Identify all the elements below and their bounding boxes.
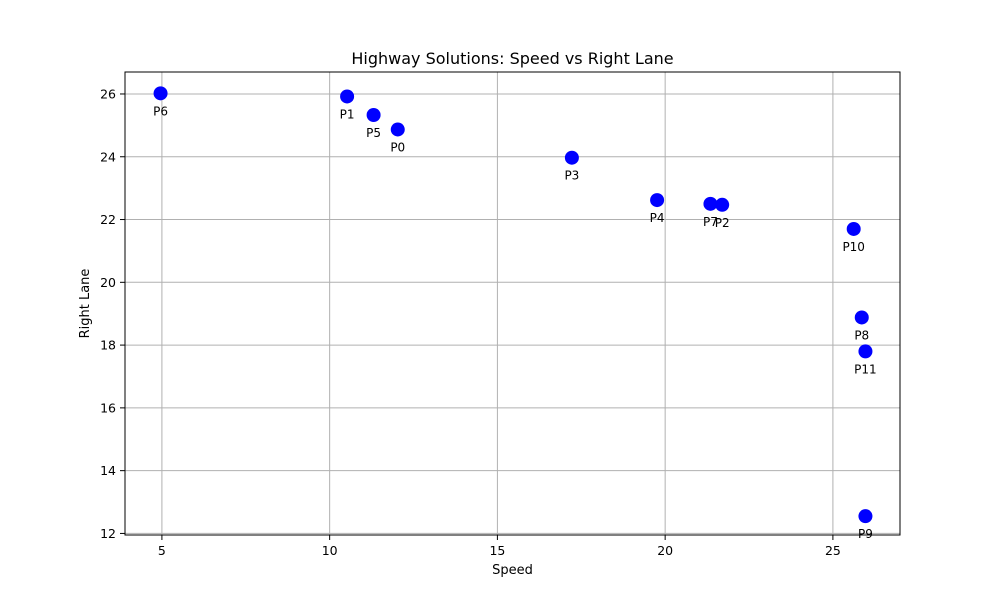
y-tick-label: 22	[100, 212, 116, 227]
y-tick-label: 18	[100, 338, 116, 353]
data-point-label: P9	[858, 527, 873, 541]
y-tick-label: 26	[100, 86, 116, 101]
data-point	[846, 221, 861, 236]
data-point	[366, 108, 381, 123]
data-point	[390, 122, 405, 137]
x-axis-label: Speed	[492, 563, 533, 578]
y-tick-label: 12	[100, 526, 116, 541]
axis-ticks: 5 10 15 20 25 12 14 16 18 20 22 24 26	[100, 86, 841, 558]
y-axis-label: Right Lane	[78, 269, 93, 339]
data-point	[153, 86, 168, 101]
data-point-label: P5	[366, 126, 381, 140]
data-point-label: P6	[153, 104, 168, 118]
x-tick-label: 10	[322, 543, 338, 558]
data-points: P0 P1 P2 P3 P4 P5 P6 P7 P8 P9 P10 P11	[153, 86, 877, 541]
x-tick-label: 15	[489, 543, 505, 558]
data-point	[340, 89, 355, 104]
data-point	[715, 197, 730, 212]
data-point	[564, 150, 579, 165]
y-tick-label: 20	[100, 275, 116, 290]
data-point-label: P0	[390, 140, 405, 154]
chart-title: Highway Solutions: Speed vs Right Lane	[351, 49, 673, 68]
data-point-label: P10	[842, 240, 865, 254]
data-point	[703, 196, 718, 211]
data-point-label: P3	[564, 169, 579, 183]
data-point-label: P8	[854, 328, 869, 342]
x-tick-label: 20	[657, 543, 673, 558]
data-point-label: P4	[650, 211, 665, 225]
grid-lines	[125, 72, 900, 535]
y-tick-label: 16	[100, 400, 116, 415]
data-point	[854, 310, 869, 325]
data-point	[858, 509, 873, 524]
plot-area	[124, 71, 901, 536]
data-point-label: P7	[703, 215, 718, 229]
data-point	[650, 193, 665, 208]
data-point-label: P1	[340, 107, 355, 121]
y-tick-label: 24	[100, 149, 116, 164]
x-tick-label: 25	[825, 543, 841, 558]
data-point-label: P2	[715, 216, 730, 230]
y-tick-label: 14	[100, 463, 116, 478]
x-tick-label: 5	[158, 543, 166, 558]
data-point	[858, 344, 873, 359]
data-point-label: P11	[854, 362, 877, 376]
